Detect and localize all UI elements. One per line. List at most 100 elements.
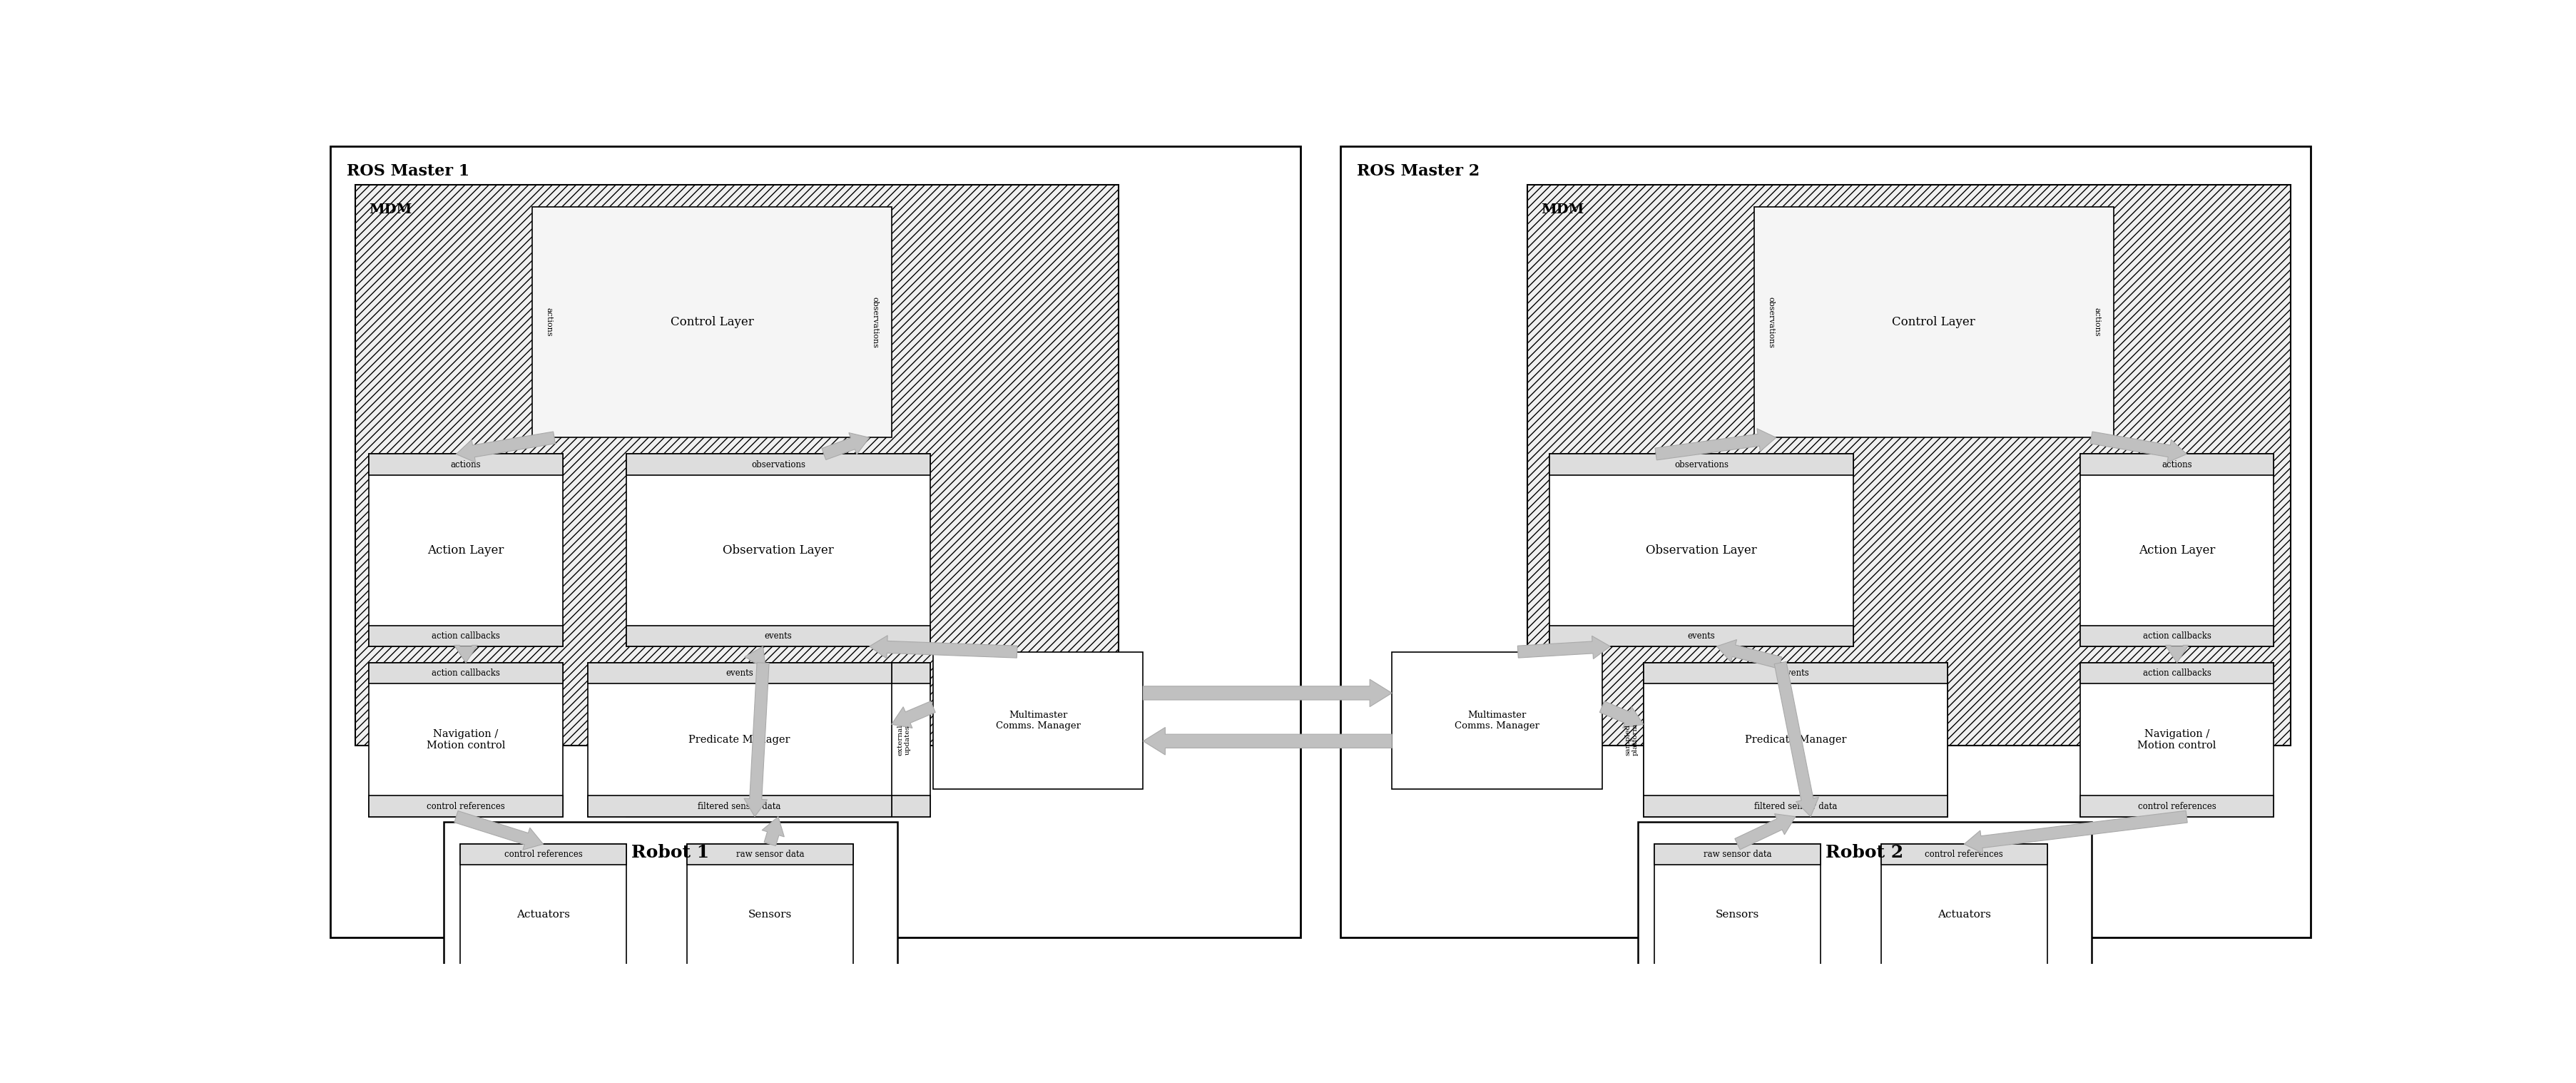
Polygon shape [456, 432, 556, 462]
Bar [368, 663, 562, 683]
Text: raw sensor data: raw sensor data [737, 850, 804, 859]
Text: actions: actions [546, 308, 551, 337]
Text: raw sensor data: raw sensor data [744, 801, 811, 811]
Polygon shape [1144, 728, 1391, 755]
Polygon shape [1517, 636, 1610, 658]
Polygon shape [744, 663, 768, 817]
Bar [1548, 454, 1852, 647]
Text: Control Layer: Control Layer [670, 316, 752, 328]
Bar [1643, 796, 1947, 817]
Polygon shape [453, 811, 544, 850]
Bar [1643, 663, 1947, 817]
Bar [368, 454, 562, 647]
Bar [933, 652, 1144, 790]
Polygon shape [1734, 813, 1795, 849]
Bar [1643, 663, 1947, 683]
Text: ROS Master 2: ROS Master 2 [1358, 164, 1479, 179]
Text: Navigation /
Motion control: Navigation / Motion control [2138, 729, 2215, 751]
Bar [1643, 663, 1947, 817]
Polygon shape [1775, 662, 1819, 817]
Text: Sensor
Processing / Fusion: Sensor Processing / Fusion [726, 729, 829, 751]
Text: sampled
platform: sampled platform [1623, 723, 1638, 756]
Bar [1548, 454, 1852, 475]
Text: external
updates: external updates [896, 725, 909, 755]
Bar [2079, 663, 2272, 817]
Text: Sensors: Sensors [1716, 910, 1759, 919]
Text: Robot 1: Robot 1 [631, 844, 708, 861]
Text: Predicate Manager: Predicate Manager [688, 734, 791, 745]
Bar [688, 844, 853, 965]
Polygon shape [2164, 645, 2187, 663]
Text: control references: control references [505, 850, 582, 859]
Text: raw sensor data: raw sensor data [1703, 850, 1772, 859]
Bar [368, 454, 562, 475]
Bar [1638, 822, 2092, 987]
Bar [2079, 626, 2272, 647]
Bar [626, 454, 930, 475]
Text: events: events [726, 668, 752, 678]
Text: control references: control references [428, 801, 505, 811]
Text: events: events [1687, 631, 1716, 640]
Bar [1880, 844, 2045, 865]
Polygon shape [2089, 432, 2187, 462]
Text: Observation Layer: Observation Layer [721, 544, 835, 557]
Bar [1548, 626, 1852, 647]
Text: action callbacks: action callbacks [2143, 631, 2210, 640]
Bar [1391, 652, 1602, 790]
Text: filtered sensor data: filtered sensor data [737, 668, 819, 678]
Polygon shape [453, 645, 477, 663]
Text: Multimaster
Comms. Manager: Multimaster Comms. Manager [1453, 710, 1538, 731]
Text: observations: observations [1767, 297, 1775, 348]
Bar [533, 207, 891, 438]
Bar [2079, 663, 2272, 683]
Text: Actuators: Actuators [1937, 910, 1991, 919]
Text: actions: actions [451, 460, 482, 469]
Text: Robot 2: Robot 2 [1826, 844, 1904, 861]
Bar [587, 663, 891, 683]
Text: events: events [1780, 668, 1808, 678]
Bar [626, 663, 930, 817]
Text: Action Layer: Action Layer [428, 544, 505, 557]
Bar [330, 146, 1301, 938]
Bar [2079, 454, 2272, 647]
Polygon shape [762, 817, 783, 846]
Polygon shape [1963, 811, 2187, 853]
Text: Multimaster
Comms. Manager: Multimaster Comms. Manager [994, 710, 1079, 731]
Polygon shape [1144, 679, 1391, 707]
Text: control references: control references [1924, 850, 2002, 859]
Bar [626, 454, 930, 647]
Text: ROS Master 1: ROS Master 1 [348, 164, 469, 179]
Bar [1654, 844, 1819, 865]
Bar [587, 663, 891, 817]
Bar [1643, 663, 1947, 683]
Text: control references: control references [2138, 801, 2215, 811]
Bar [1880, 844, 2045, 965]
Text: Sensor
Processing / Fusion: Sensor Processing / Fusion [1744, 729, 1847, 751]
Polygon shape [1716, 640, 1783, 668]
Text: Action Layer: Action Layer [2138, 544, 2215, 557]
Polygon shape [891, 701, 935, 728]
Bar [368, 663, 562, 817]
Bar [2079, 454, 2272, 475]
Bar [368, 626, 562, 647]
Bar [1528, 185, 2290, 745]
Bar [368, 796, 562, 817]
Text: MDM: MDM [368, 204, 412, 216]
Text: action callbacks: action callbacks [433, 668, 500, 678]
Polygon shape [822, 433, 868, 460]
Text: Control Layer: Control Layer [1891, 316, 1976, 328]
Bar [2079, 796, 2272, 817]
Bar [443, 822, 896, 987]
Text: Predicate Manager: Predicate Manager [1744, 734, 1847, 745]
Text: filtered sensor data: filtered sensor data [1754, 668, 1837, 678]
Text: filtered sensor data: filtered sensor data [698, 801, 781, 811]
Text: observations: observations [750, 460, 806, 469]
Bar [626, 663, 930, 683]
Text: Actuators: Actuators [515, 910, 569, 919]
Text: filtered sensor data: filtered sensor data [1754, 801, 1837, 811]
Polygon shape [1654, 429, 1775, 460]
Bar [1340, 146, 2311, 938]
Bar [587, 796, 891, 817]
Bar [461, 844, 626, 965]
Text: Observation Layer: Observation Layer [1646, 544, 1757, 557]
